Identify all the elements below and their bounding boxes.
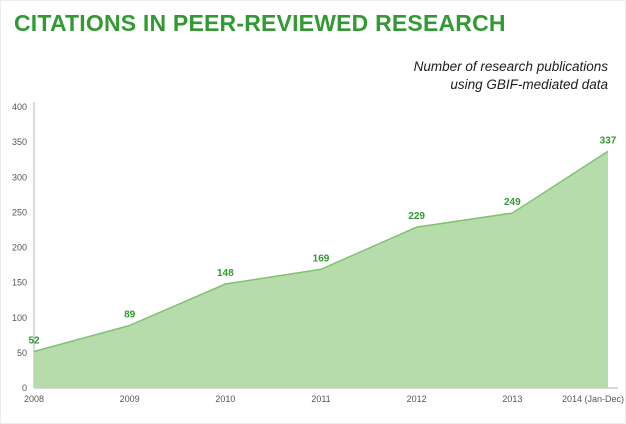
value-label: 249 (504, 197, 521, 208)
y-tick-label: 300 (12, 172, 27, 182)
x-tick-label: 2013 (502, 394, 522, 404)
y-tick-label: 250 (12, 207, 27, 217)
value-label: 229 (408, 211, 425, 222)
x-tick-label: 2012 (407, 394, 427, 404)
subtitle-line-1: Number of research publications (413, 59, 608, 74)
y-tick-label: 200 (12, 243, 27, 253)
x-tick-label: 2010 (215, 394, 235, 404)
x-tick-label: 2008 (24, 394, 44, 404)
value-label: 169 (313, 253, 330, 264)
y-tick-label: 100 (12, 313, 27, 323)
value-label: 52 (28, 335, 40, 346)
x-tick-label: 2011 (311, 394, 330, 404)
y-tick-label: 350 (12, 137, 27, 147)
y-tick-label: 50 (17, 348, 27, 358)
subtitle-line-2: using GBIF-mediated data (450, 77, 608, 92)
x-tick-label: 2009 (120, 394, 140, 404)
area-outline (33, 150, 609, 353)
area-chart: 0 50 100 150 200 250 300 350 400 52 89 148 169 229 249… (12, 102, 624, 404)
x-tick-label: 2014 (Jan-Dec) (562, 394, 624, 404)
area-chart-container: 0 50 100 150 200 250 300 350 400 52 89 148 169 229 249… (0, 98, 626, 414)
y-tick-label: 0 (22, 383, 27, 393)
chart-subtitle: Number of research publications using GB… (414, 58, 608, 94)
y-tick-label: 400 (12, 102, 27, 112)
value-label: 148 (217, 268, 234, 279)
value-label: 337 (600, 135, 617, 146)
y-tick-label: 150 (12, 278, 27, 288)
page-title: CITATIONS IN PEER-REVIEWED RESEARCH (14, 10, 506, 36)
value-label: 89 (124, 309, 136, 320)
